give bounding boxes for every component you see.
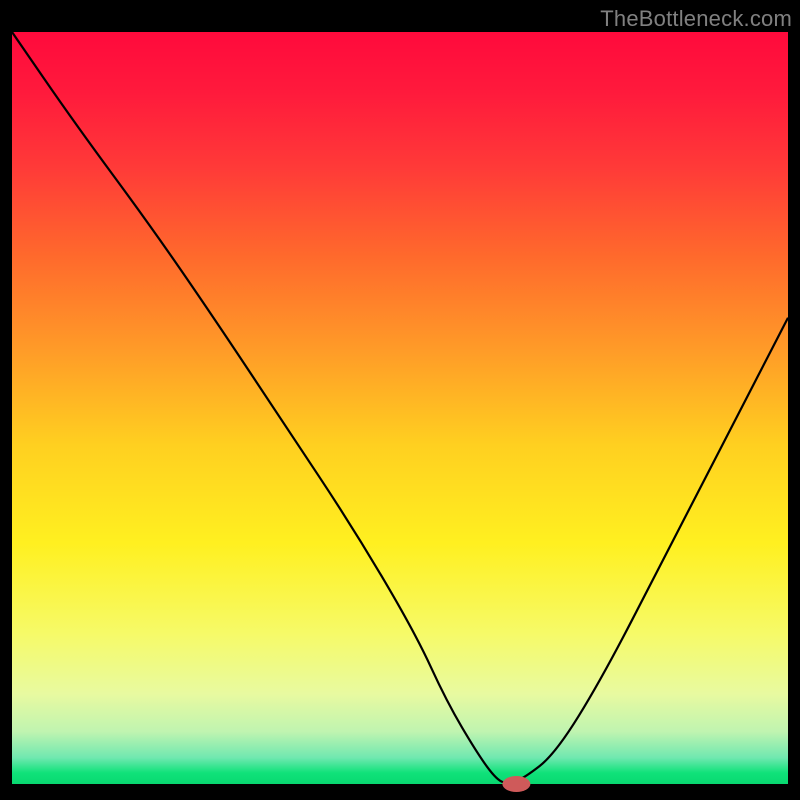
chart-stage: TheBottleneck.com (0, 0, 800, 800)
bottleneck-chart (0, 0, 800, 800)
watermark-text: TheBottleneck.com (600, 6, 792, 32)
bottleneck-marker (502, 776, 530, 792)
chart-plot-area (12, 32, 788, 784)
